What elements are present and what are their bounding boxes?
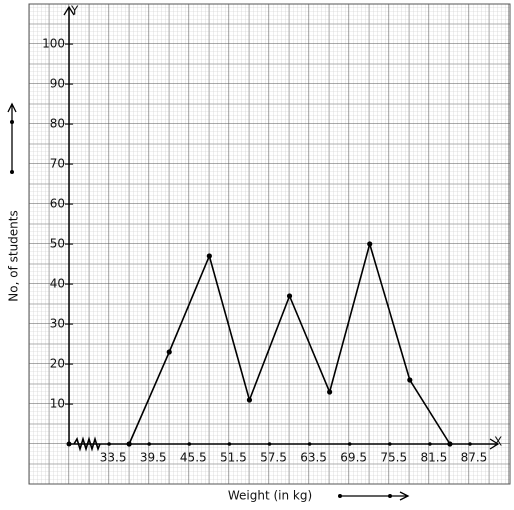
- x-tick: [307, 442, 312, 446]
- y-tick-label: 70: [50, 157, 65, 171]
- point: [286, 293, 293, 299]
- x-tick-label: 39.5: [140, 451, 167, 465]
- y-tick-label: 100: [42, 37, 65, 51]
- x-label-arrow: [338, 491, 410, 501]
- x-tick: [107, 442, 111, 446]
- y-label-arrow: [7, 102, 17, 174]
- x-tick: [428, 442, 432, 446]
- x-tick-label: 51.5: [220, 451, 247, 465]
- x-tick: [468, 442, 472, 446]
- point: [407, 377, 413, 383]
- point: [327, 389, 333, 395]
- x-tick: [227, 442, 232, 446]
- x-tick: [187, 442, 192, 446]
- point: [206, 253, 212, 259]
- y-axis-label: No, of students: [7, 210, 21, 301]
- x-axis-label: Weight (in kg): [228, 489, 312, 503]
- x-tick: [147, 442, 151, 446]
- origin-dot: [66, 441, 72, 447]
- y-axis-name: Y: [70, 4, 79, 18]
- x-tick-label: 87.5: [461, 451, 488, 465]
- x-tick-label: 75.5: [380, 451, 407, 465]
- graph-paper: [28, 3, 511, 485]
- plot-area: [126, 241, 453, 447]
- x-tick-label: 33.5: [100, 451, 127, 465]
- y-arrow: [63, 5, 75, 16]
- x-tick: [267, 442, 272, 446]
- x-tick-label: 69.5: [340, 451, 367, 465]
- y-tick-label: 80: [50, 117, 65, 131]
- x-arrow: [489, 438, 500, 450]
- point: [246, 397, 253, 403]
- x-tick-label: 63.5: [300, 451, 327, 465]
- x-tick-label: 57.5: [260, 451, 287, 465]
- x-tick: [347, 442, 352, 446]
- point: [166, 349, 172, 355]
- axis-break: [73, 436, 101, 452]
- x-axis-name: X: [494, 435, 502, 449]
- y-tick-label: 30: [50, 317, 65, 331]
- y-tick-label: 10: [50, 397, 65, 411]
- y-tick-label: 40: [50, 277, 65, 291]
- x-tick: [387, 442, 392, 446]
- x-tick-label: 81.5: [420, 451, 447, 465]
- y-tick-label: 50: [50, 237, 65, 251]
- y-tick-label: 60: [50, 197, 65, 211]
- y-tick-label: 90: [50, 77, 65, 91]
- point: [367, 241, 373, 247]
- y-tick-label: 20: [50, 357, 65, 371]
- x-tick-label: 45.5: [180, 451, 207, 465]
